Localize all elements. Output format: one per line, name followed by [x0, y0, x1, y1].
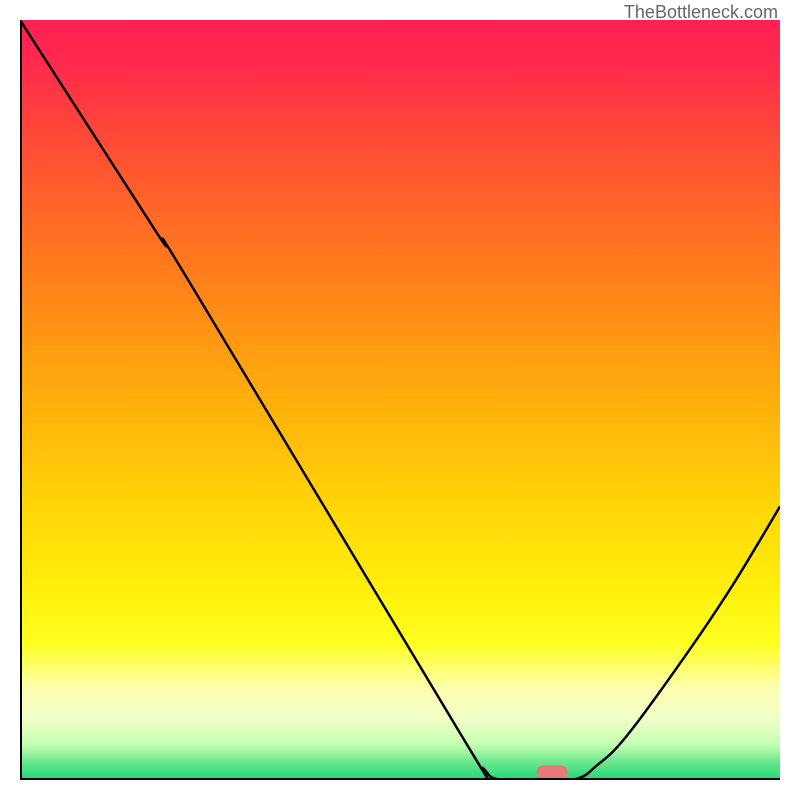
- optimal-marker: [537, 766, 567, 780]
- bottleneck-curve: [20, 20, 780, 780]
- plot-area: [20, 20, 780, 780]
- bottleneck-chart: TheBottleneck.com: [0, 0, 800, 800]
- chart-overlay: [20, 20, 780, 780]
